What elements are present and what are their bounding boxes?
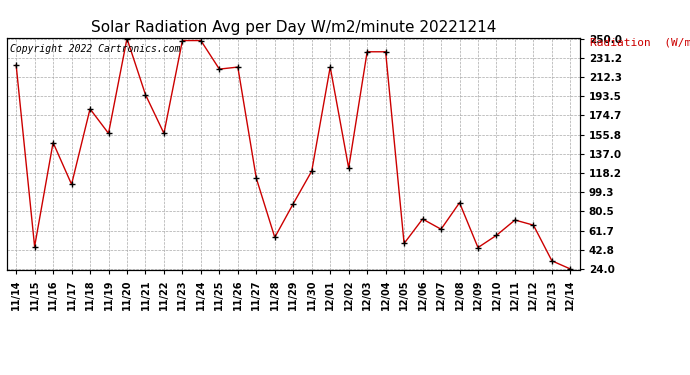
Title: Solar Radiation Avg per Day W/m2/minute 20221214: Solar Radiation Avg per Day W/m2/minute … — [90, 20, 496, 35]
Text: Radiation  (W/m2/Minute): Radiation (W/m2/Minute) — [590, 38, 690, 48]
Text: Copyright 2022 Cartronics.com: Copyright 2022 Cartronics.com — [10, 45, 180, 54]
